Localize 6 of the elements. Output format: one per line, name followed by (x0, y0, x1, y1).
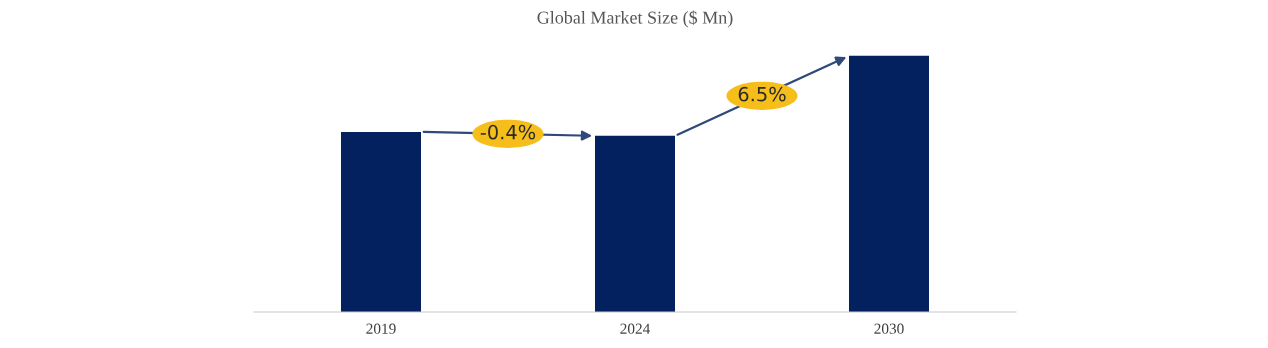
annotation: -0.4% (480, 124, 536, 140)
x-tick-label: 2030 (874, 323, 904, 334)
x-tick-label: 2019 (366, 323, 396, 334)
chart-title: Global Market Size ($ Mn) (537, 10, 733, 28)
annotation: 6.5% (738, 86, 786, 102)
x-tick-label: 2024 (620, 323, 651, 334)
